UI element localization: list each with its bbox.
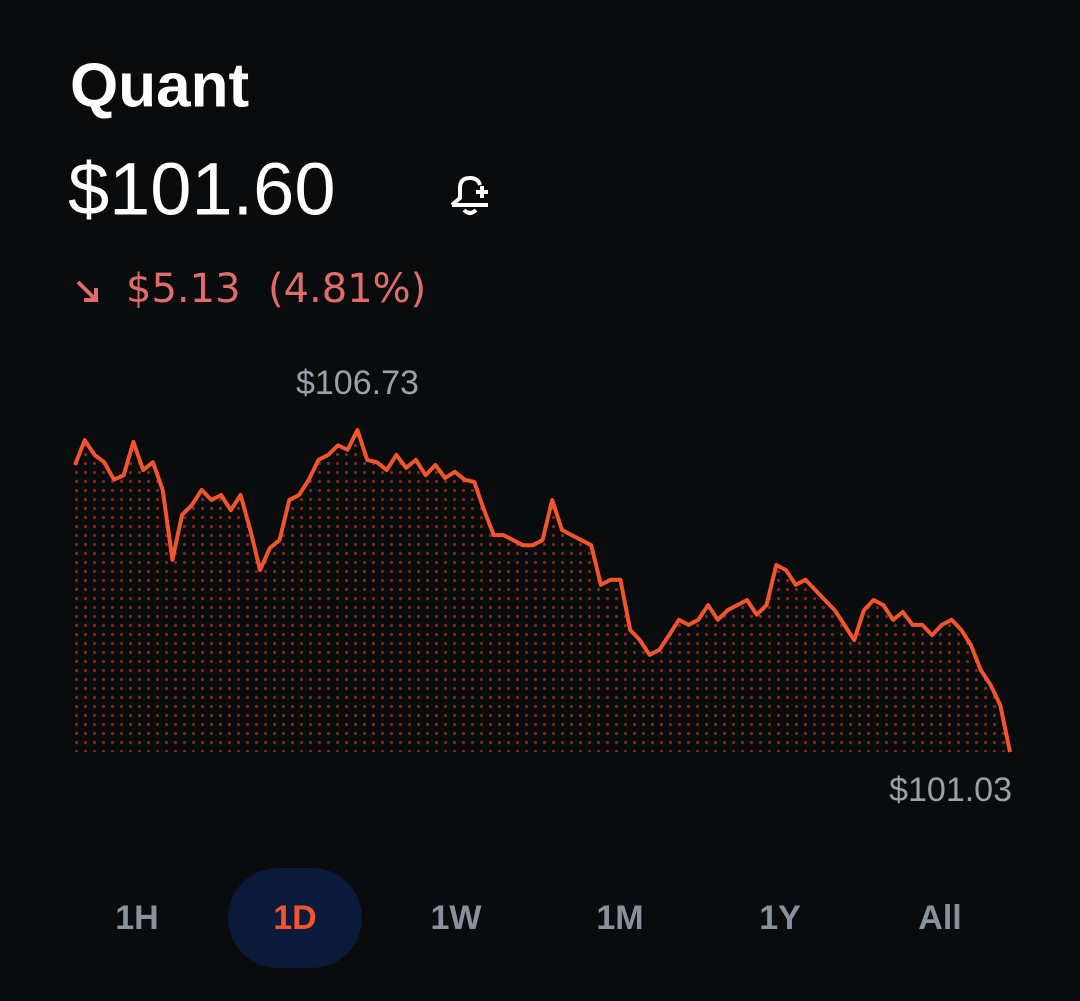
timeframe-tab[interactable]: 1D bbox=[273, 899, 316, 937]
timeframe-tab[interactable]: 1H bbox=[115, 899, 158, 937]
down-arrow-icon bbox=[76, 280, 98, 302]
high-label: $106.73 bbox=[296, 364, 419, 402]
timeframe-tabs: 1H 1D 1W 1M 1Y All bbox=[115, 868, 962, 968]
timeframe-tab[interactable]: All bbox=[918, 899, 961, 937]
area-fill bbox=[75, 430, 1010, 752]
asset-title: Quant bbox=[70, 51, 249, 120]
price-change-percent: (4.81%) bbox=[268, 266, 426, 312]
timeframe-tab[interactable]: 1W bbox=[431, 899, 483, 937]
price: $101.60 bbox=[68, 148, 336, 231]
timeframe-tab[interactable]: 1M bbox=[596, 899, 643, 937]
price-chart: $106.73 $101.03 bbox=[73, 364, 1012, 809]
low-label: $101.03 bbox=[889, 771, 1012, 809]
price-line bbox=[73, 428, 1012, 753]
alert-bell-icon[interactable] bbox=[450, 175, 488, 215]
selected-tab-background bbox=[228, 868, 362, 968]
price-change: $5.13 bbox=[126, 266, 241, 312]
timeframe-tab[interactable]: 1Y bbox=[759, 899, 801, 937]
